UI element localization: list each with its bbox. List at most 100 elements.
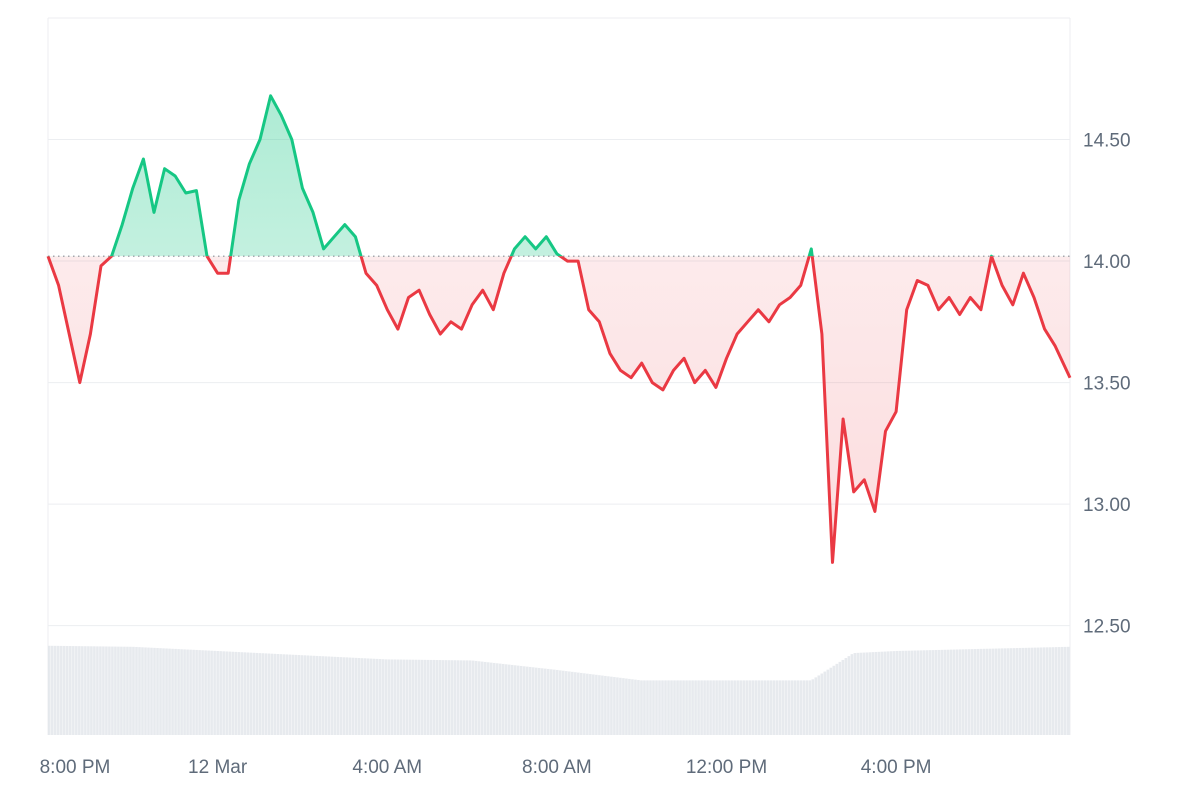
volume-bar: [465, 660, 469, 735]
volume-bar: [769, 680, 773, 735]
volume-bar: [399, 659, 403, 735]
volume-bar: [306, 655, 310, 735]
y-tick-label: 14.50: [1083, 131, 1131, 152]
volume-bar: [775, 680, 779, 735]
volume-bar: [84, 646, 87, 735]
volume-bar: [402, 659, 406, 735]
volume-bar: [165, 648, 168, 735]
volume-bar: [348, 657, 352, 735]
volume-bar: [381, 659, 385, 735]
volume-bar: [315, 655, 319, 735]
volume-bar: [546, 668, 550, 735]
volume-bar: [754, 680, 757, 735]
volume-bar: [613, 677, 616, 735]
x-tick-label: 12:00 PM: [686, 757, 767, 778]
volume-bar: [886, 651, 890, 735]
volume-bar: [892, 651, 896, 735]
volume-bar: [607, 676, 610, 735]
volume-bar: [649, 680, 652, 735]
volume-bar: [426, 659, 430, 735]
volume-bar: [198, 650, 201, 735]
volume-bar: [952, 649, 956, 735]
volume-bar: [513, 665, 517, 735]
volume-bar: [766, 680, 770, 735]
volume-bar: [279, 654, 283, 735]
volume-bar: [562, 670, 565, 735]
volume-bar: [826, 669, 830, 735]
volume-bar: [571, 671, 574, 735]
volume-bar: [183, 649, 186, 735]
volume-bar: [994, 648, 998, 735]
volume-bar: [823, 671, 827, 735]
volume-bar: [991, 648, 995, 735]
volume-bar: [568, 671, 571, 735]
volume-bar: [102, 646, 105, 735]
volume-bar: [447, 660, 451, 735]
volume-bar: [243, 652, 246, 735]
volume-bar: [751, 680, 754, 735]
volume-bar: [540, 668, 544, 735]
volume-bar: [709, 680, 712, 735]
volume-bar: [99, 646, 102, 735]
volume-bar: [706, 680, 709, 735]
volume-bar: [940, 649, 944, 735]
volume-bar: [240, 652, 243, 735]
volume-bar: [595, 674, 598, 735]
volume-bar: [234, 651, 237, 735]
area-below-baseline: [48, 256, 1070, 563]
volume-bar: [658, 680, 661, 735]
x-tick-label: 4:00 AM: [352, 757, 422, 778]
volume-bar: [552, 669, 556, 735]
volume-bar: [420, 659, 424, 735]
volume-bar: [435, 660, 439, 735]
volume-bar: [922, 650, 926, 735]
volume-bar: [832, 665, 836, 735]
volume-bar: [261, 653, 265, 735]
volume-bar: [763, 680, 767, 735]
volume-bar: [432, 659, 436, 735]
y-tick-label: 12.50: [1083, 617, 1131, 638]
volume-bar: [811, 679, 815, 735]
volume-bar: [57, 645, 60, 735]
volume-bar: [559, 670, 562, 735]
volume-bar: [997, 648, 1001, 735]
volume-bar: [522, 666, 526, 735]
y-tick-label: 14.00: [1083, 252, 1131, 273]
volume-bar: [333, 656, 337, 735]
volume-bar: [745, 680, 748, 735]
volume-bar: [300, 655, 304, 735]
volume-bar: [1066, 646, 1070, 735]
volume-bar: [793, 680, 797, 735]
volume-bar: [258, 653, 262, 735]
volume-bar: [264, 653, 268, 735]
volume-bar: [480, 661, 484, 735]
volume-bar: [384, 659, 388, 735]
volume-bar: [634, 679, 637, 735]
volume-bar: [871, 652, 875, 735]
volume-bar: [631, 679, 634, 735]
volume-bar: [87, 646, 90, 735]
volume-bar: [877, 651, 881, 735]
volume-bar: [222, 651, 225, 735]
volume-bar: [444, 660, 448, 735]
volume-bar: [408, 659, 412, 735]
volume-bar: [318, 656, 322, 735]
volume-bar: [670, 680, 673, 735]
volume-bar: [1012, 648, 1016, 735]
volume-bar: [225, 651, 228, 735]
volume-bar: [1027, 647, 1031, 735]
volume-bar: [679, 680, 682, 735]
volume-bar: [694, 680, 697, 735]
volume-bar: [330, 656, 334, 735]
volume-bar: [661, 680, 664, 735]
volume-bar: [519, 665, 523, 735]
volume-bar: [802, 680, 806, 735]
volume-bar: [378, 659, 382, 735]
volume-bar: [655, 680, 658, 735]
volume-bar: [1051, 647, 1055, 735]
volume-bar: [150, 647, 153, 735]
volume-bar: [784, 680, 788, 735]
volume-bar: [339, 657, 343, 735]
volume-bar: [549, 669, 553, 735]
